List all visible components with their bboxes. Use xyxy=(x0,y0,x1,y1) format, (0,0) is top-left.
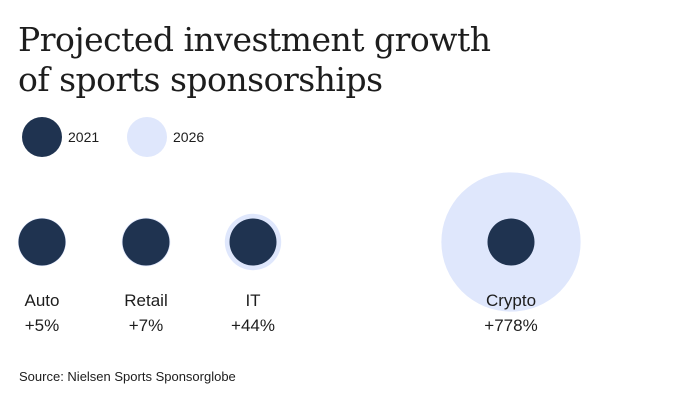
legend-swatch-2021 xyxy=(22,117,62,157)
category-label-crypto: Crypto xyxy=(486,291,536,310)
growth-label-it: +44% xyxy=(231,316,275,335)
bubble-2021-retail xyxy=(122,218,170,266)
bubble-2021-auto xyxy=(18,218,66,266)
chart-title-line-2: of sports sponsorships xyxy=(18,60,383,99)
chart-title: Projected investment growth of sports sp… xyxy=(18,20,538,100)
legend-swatch-2026 xyxy=(127,117,167,157)
bubble-2021-crypto xyxy=(487,218,535,266)
growth-label-crypto: +778% xyxy=(484,316,537,335)
category-label-auto: Auto xyxy=(25,291,60,310)
category-label-it: IT xyxy=(245,291,260,310)
source-note: Source: Nielsen Sports Sponsorglobe xyxy=(19,369,236,384)
chart-title-line-1: Projected investment growth xyxy=(18,20,491,59)
legend-label-2026: 2026 xyxy=(173,129,205,145)
bubble-2021-it xyxy=(229,218,277,266)
category-label-retail: Retail xyxy=(124,291,167,310)
growth-label-auto: +5% xyxy=(25,316,60,335)
legend-label-2021: 2021 xyxy=(68,129,100,145)
growth-label-retail: +7% xyxy=(129,316,164,335)
